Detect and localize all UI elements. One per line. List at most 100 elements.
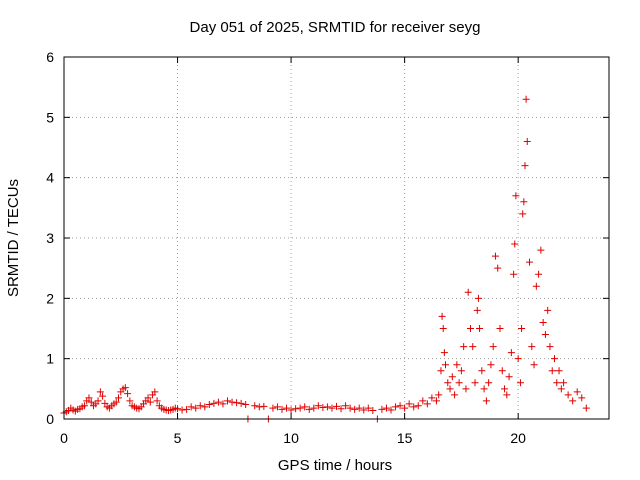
data-point bbox=[112, 398, 120, 406]
data-point bbox=[360, 406, 368, 414]
data-point bbox=[174, 405, 182, 413]
data-point bbox=[541, 331, 549, 339]
data-point bbox=[526, 258, 534, 266]
data-point bbox=[555, 367, 563, 375]
data-point bbox=[439, 325, 447, 332]
data-point bbox=[482, 397, 490, 405]
data-point bbox=[464, 288, 472, 296]
data-point bbox=[305, 405, 313, 413]
data-point bbox=[414, 402, 422, 410]
data-point bbox=[523, 137, 531, 145]
data-point bbox=[346, 404, 354, 412]
data-point bbox=[96, 388, 104, 396]
y-axis-label: SRMTID / TECUs bbox=[5, 179, 22, 297]
data-point bbox=[273, 403, 281, 411]
y-tick-label: 0 bbox=[46, 411, 54, 427]
data-point bbox=[369, 407, 377, 415]
data-point bbox=[196, 402, 204, 410]
data-points bbox=[60, 95, 590, 423]
data-point bbox=[432, 397, 440, 405]
x-axis-ticks: 0 5 10 15 20 bbox=[60, 57, 526, 446]
data-point bbox=[419, 397, 427, 405]
data-point bbox=[460, 343, 468, 351]
data-point bbox=[473, 306, 481, 314]
data-point bbox=[224, 397, 231, 405]
data-point bbox=[496, 325, 504, 332]
data-point bbox=[512, 192, 520, 200]
data-point bbox=[535, 270, 543, 278]
data-point bbox=[437, 367, 445, 375]
data-point bbox=[287, 406, 295, 414]
y-tick-label: 5 bbox=[46, 109, 54, 125]
data-point bbox=[314, 402, 322, 410]
data-point bbox=[520, 198, 528, 206]
data-point bbox=[310, 404, 318, 412]
data-point bbox=[462, 385, 470, 393]
data-point bbox=[144, 394, 152, 402]
data-point bbox=[364, 404, 372, 412]
data-point bbox=[405, 400, 413, 408]
data-point bbox=[560, 379, 568, 387]
data-point bbox=[551, 355, 558, 363]
x-tick-label: 15 bbox=[397, 430, 413, 446]
data-point bbox=[539, 318, 547, 326]
data-point bbox=[516, 379, 524, 387]
data-point bbox=[455, 379, 463, 387]
data-point bbox=[242, 401, 250, 409]
data-point bbox=[544, 306, 552, 314]
data-point bbox=[228, 398, 236, 406]
chart-title: Day 051 of 2025, SRMTID for receiver sey… bbox=[190, 19, 481, 36]
data-point bbox=[101, 399, 109, 407]
data-point bbox=[521, 162, 529, 170]
data-point bbox=[115, 394, 122, 402]
y-tick-label: 3 bbox=[46, 230, 54, 246]
data-point bbox=[474, 294, 482, 302]
data-point bbox=[378, 405, 386, 413]
data-point bbox=[260, 402, 268, 410]
x-tick-label: 5 bbox=[174, 430, 182, 446]
data-point bbox=[337, 405, 345, 413]
data-point bbox=[573, 388, 581, 396]
data-point bbox=[85, 394, 93, 402]
data-point bbox=[453, 361, 461, 369]
data-point bbox=[80, 402, 88, 410]
data-point bbox=[471, 379, 479, 387]
data-point bbox=[557, 385, 565, 393]
data-point bbox=[582, 404, 590, 412]
data-point bbox=[323, 403, 331, 411]
data-point bbox=[233, 399, 241, 407]
y-tick-label: 2 bbox=[46, 290, 54, 306]
data-point bbox=[192, 404, 200, 412]
data-point bbox=[87, 398, 95, 406]
x-tick-label: 0 bbox=[60, 430, 68, 446]
data-point bbox=[255, 403, 263, 411]
data-point bbox=[485, 379, 493, 387]
x-tick-label: 10 bbox=[283, 430, 299, 446]
data-point bbox=[491, 252, 499, 260]
data-point bbox=[476, 325, 484, 332]
data-point bbox=[428, 394, 436, 402]
data-point bbox=[466, 325, 474, 332]
data-point bbox=[487, 361, 495, 369]
data-point bbox=[219, 400, 227, 408]
data-point bbox=[333, 402, 340, 410]
data-point bbox=[210, 399, 218, 407]
data-point bbox=[126, 397, 134, 405]
data-point bbox=[564, 391, 572, 399]
data-point bbox=[569, 397, 577, 405]
data-point bbox=[201, 403, 209, 411]
data-point bbox=[269, 404, 277, 412]
data-point bbox=[532, 282, 540, 290]
y-tick-label: 6 bbox=[46, 49, 54, 65]
data-point bbox=[444, 379, 452, 387]
data-point bbox=[205, 401, 213, 409]
data-point bbox=[480, 385, 488, 393]
data-point bbox=[548, 367, 556, 375]
data-point bbox=[410, 403, 418, 411]
data-point bbox=[278, 405, 286, 413]
y-axis-ticks: 0 1 2 3 4 5 6 bbox=[46, 49, 609, 427]
data-point bbox=[489, 343, 497, 351]
data-point bbox=[514, 355, 522, 363]
data-point bbox=[94, 397, 102, 405]
data-point bbox=[153, 397, 161, 405]
